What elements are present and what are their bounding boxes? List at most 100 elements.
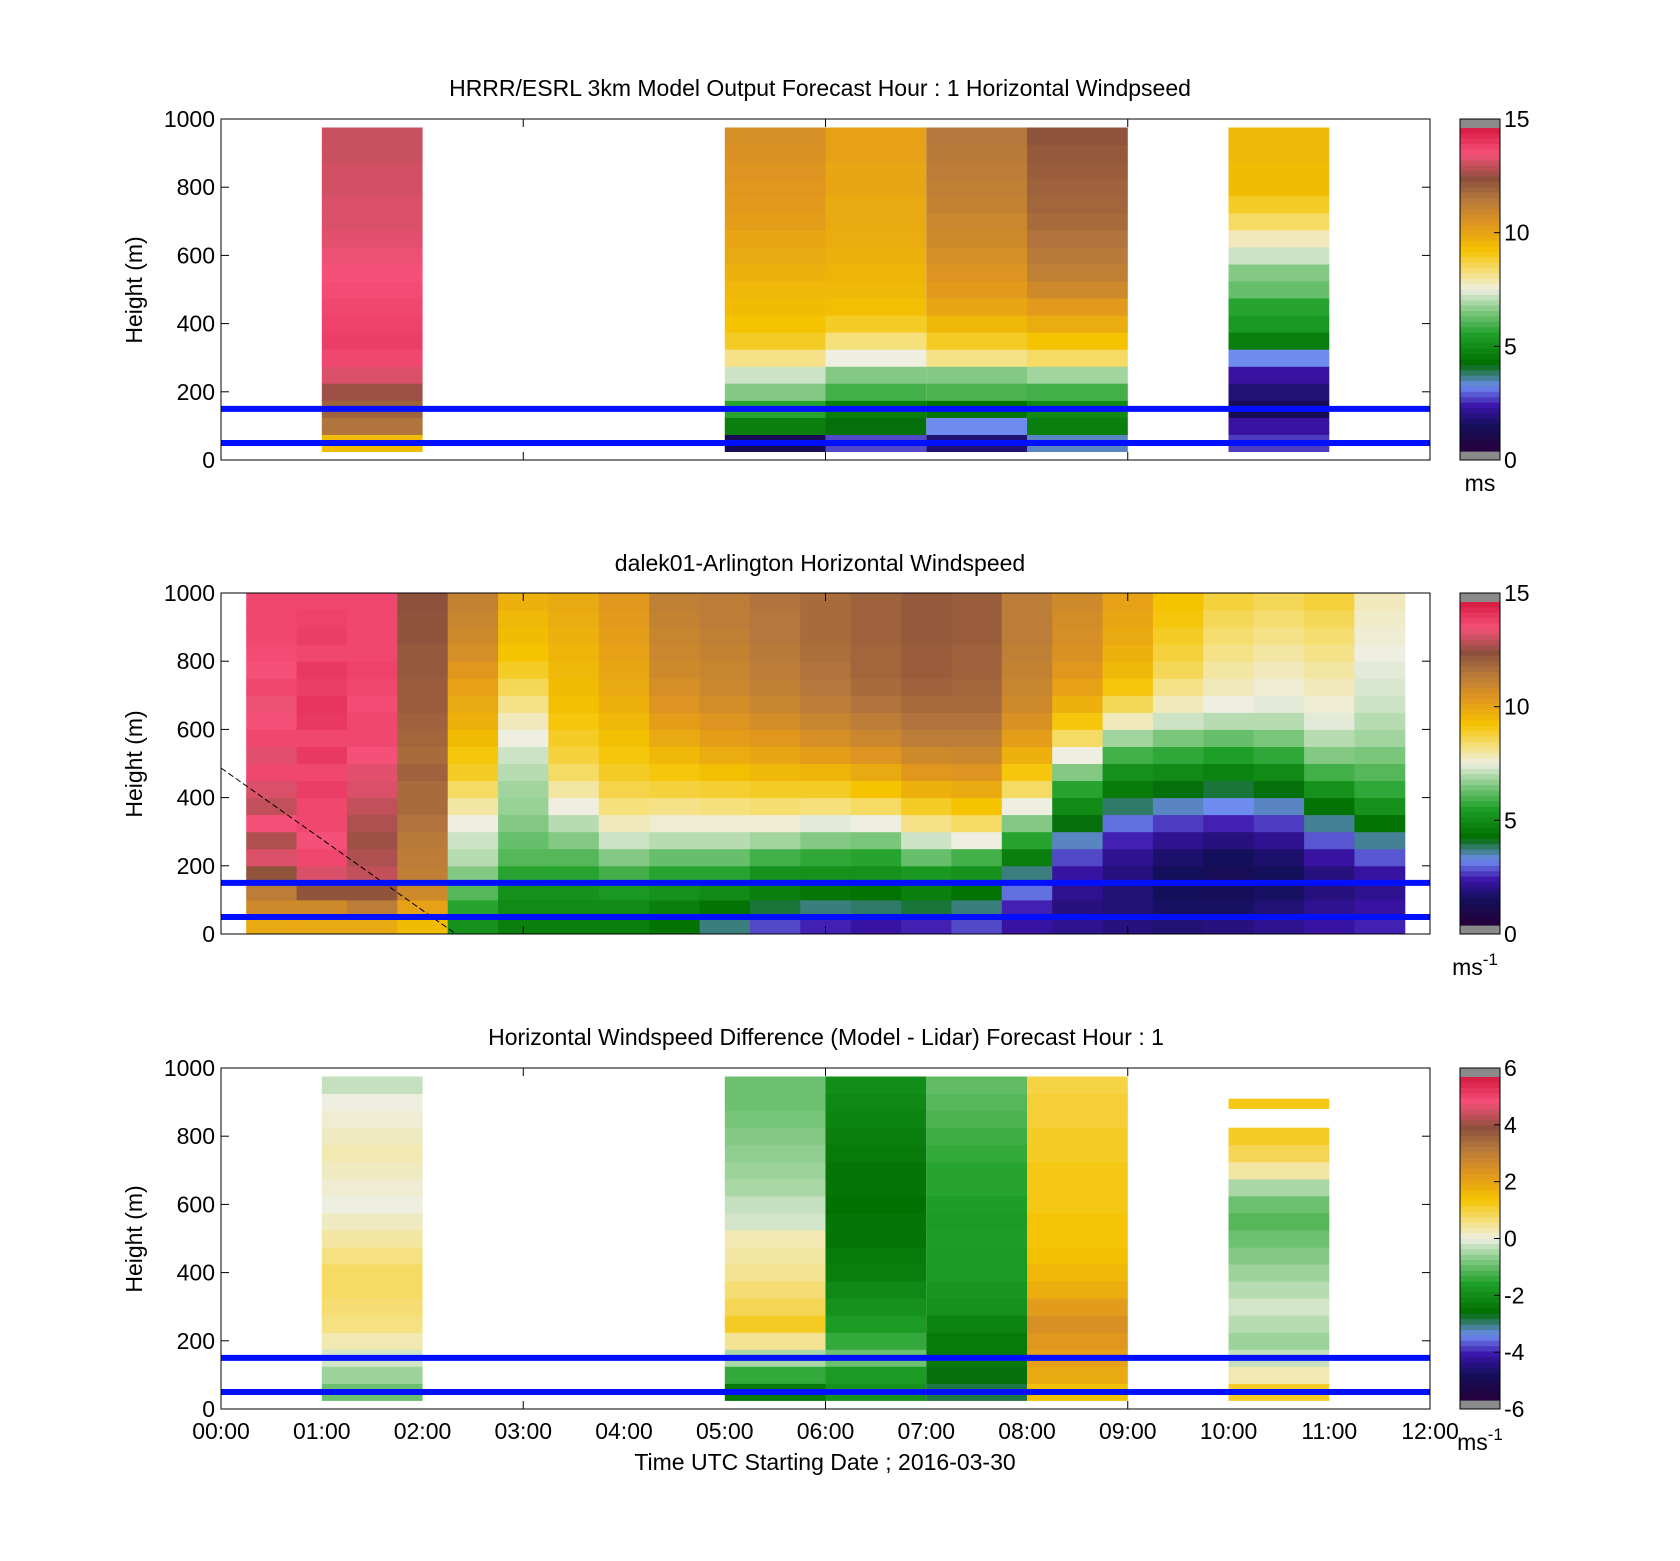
heatmap-cell (800, 593, 852, 611)
heatmap-cell (850, 814, 902, 833)
y-tick-label: 1000 (164, 580, 215, 606)
panel-model-title: HRRR/ESRL 3km Model Output Forecast Hour… (449, 75, 1191, 101)
panel-difference-ylabel: Height (m) (121, 1185, 147, 1292)
heatmap-cell (800, 780, 852, 799)
heatmap-cell (724, 1332, 826, 1350)
heatmap-cell (926, 332, 1028, 350)
heatmap-cell (1027, 195, 1128, 214)
heatmap-cell (296, 729, 348, 747)
heatmap-cell (724, 1093, 826, 1112)
colorbar-segment (1460, 1217, 1500, 1223)
heatmap-cell (1102, 678, 1154, 696)
heatmap-cell (699, 899, 751, 918)
heatmap-cell (825, 1332, 927, 1350)
heatmap-cell (850, 661, 902, 679)
heatmap-cell (346, 917, 398, 935)
colorbar-segment (1460, 268, 1500, 274)
heatmap-cell (926, 1212, 1028, 1231)
colorbar-segment (1460, 171, 1500, 178)
colorbar-segment (1460, 1324, 1500, 1331)
heatmap-cell (724, 1366, 826, 1384)
colorbar-segment (1460, 1276, 1500, 1283)
heatmap-cell (926, 1281, 1028, 1299)
heatmap-cell (598, 712, 650, 730)
heatmap-cell (825, 383, 927, 401)
heatmap-cell (1354, 661, 1406, 679)
heatmap-cell (649, 627, 701, 645)
heatmap-cell (397, 712, 449, 730)
heatmap-cell (346, 661, 398, 679)
heatmap-cell (346, 848, 398, 867)
heatmap-cell (1001, 746, 1053, 764)
heatmap-cell (1354, 882, 1406, 901)
heatmap-cell (246, 763, 298, 781)
heatmap-cell (1354, 763, 1406, 781)
heatmap-cell (1304, 780, 1355, 799)
colorbar-segment (1460, 833, 1500, 840)
y-tick-label: 800 (177, 174, 215, 200)
panel-difference-reference-lines (221, 1354, 1430, 1395)
colorbar-segment (1460, 1200, 1500, 1207)
heatmap-cell (699, 729, 751, 747)
heatmap-cell (901, 865, 952, 884)
heatmap-cell (649, 644, 701, 662)
colorbar-segment (1460, 1243, 1500, 1250)
heatmap-cell (1152, 627, 1204, 645)
heatmap-cell (1052, 695, 1104, 713)
y-tick-label: 1000 (164, 1055, 215, 1081)
heatmap-cell (1102, 593, 1154, 611)
colorbar-segment (1460, 1227, 1500, 1234)
colorbar-tick-label: 5 (1504, 333, 1517, 359)
heatmap-cell (321, 281, 423, 299)
heatmap-cell (699, 917, 751, 935)
heatmap-cell (951, 848, 1003, 867)
heatmap-cell (649, 593, 701, 611)
heatmap-cell (1052, 644, 1104, 662)
colorbar-segment (1460, 774, 1500, 781)
heatmap-cell (1228, 161, 1330, 180)
heatmap-cell (724, 1212, 826, 1231)
heatmap-cell (749, 678, 801, 696)
colorbar-segment (1460, 1120, 1500, 1127)
heatmap-cell (1152, 610, 1204, 628)
heatmap-cell (724, 178, 826, 197)
heatmap-cell (598, 763, 650, 781)
heatmap-cell (447, 763, 499, 781)
heatmap-cell (1102, 797, 1154, 816)
colorbar-segment (1460, 672, 1500, 678)
heatmap-cell (1027, 178, 1128, 197)
heatmap-cell (724, 1230, 826, 1248)
colorbar-segment (1460, 246, 1500, 253)
y-tick-label: 400 (177, 311, 215, 337)
colorbar-segment (1460, 257, 1500, 264)
heatmap-cell (800, 917, 852, 935)
colorbar-segment (1460, 289, 1500, 296)
colorbar-frame (1459, 592, 1501, 935)
colorbar-segment (1460, 779, 1500, 786)
heatmap-cell (1253, 882, 1305, 901)
y-tick-label: 400 (177, 785, 215, 811)
heatmap-cell (1354, 746, 1406, 764)
heatmap-cell (296, 746, 348, 764)
heatmap-cell (724, 263, 826, 282)
heatmap-cell (296, 865, 348, 884)
heatmap-cell (321, 263, 423, 282)
heatmap-cell (548, 780, 600, 799)
y-tick-label: 600 (177, 242, 215, 268)
colorbar-segment (1460, 914, 1500, 921)
heatmap-cell (321, 349, 423, 367)
heatmap-cell (850, 695, 902, 713)
heatmap-cell (1102, 831, 1154, 850)
heatmap-cell (1354, 644, 1406, 662)
heatmap-cell (1052, 797, 1104, 816)
heatmap-cell (321, 1315, 423, 1333)
heatmap-cell (1304, 848, 1355, 867)
heatmap-cell (1152, 865, 1204, 884)
heatmap-cell (1228, 1332, 1330, 1350)
heatmap-cell (724, 332, 826, 350)
heatmap-cell (724, 1264, 826, 1282)
colorbar-segment (1460, 720, 1500, 727)
heatmap-cell (1228, 366, 1330, 384)
heatmap-cell (397, 831, 449, 850)
heatmap-cell (649, 763, 701, 781)
